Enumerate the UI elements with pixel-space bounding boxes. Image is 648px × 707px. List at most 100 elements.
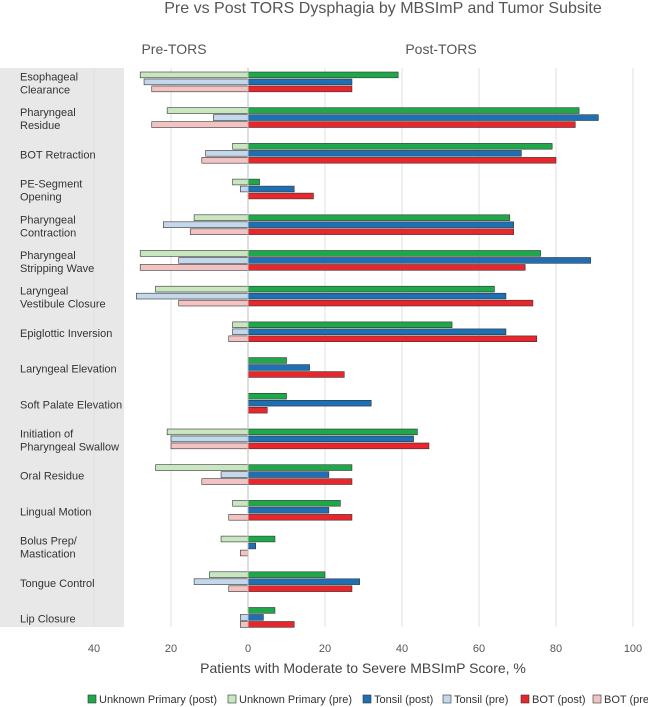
bar <box>247 143 553 150</box>
bars <box>136 71 599 628</box>
category-label: Initiation of <box>20 429 74 441</box>
bar <box>247 228 514 235</box>
category-label: Esophageal <box>20 72 78 84</box>
category-label: Soft Palate Elevation <box>20 399 122 411</box>
bar <box>240 621 249 628</box>
bar <box>247 357 287 364</box>
legend-swatch <box>442 694 452 704</box>
category-label: Bolus Prep/ <box>20 536 78 548</box>
bar <box>247 85 353 93</box>
bar <box>247 406 268 414</box>
bar <box>136 292 249 300</box>
bar <box>247 78 353 86</box>
category-label: Lingual Motion <box>20 506 92 518</box>
bar <box>170 435 249 443</box>
x-tick-label: 100 <box>624 643 642 655</box>
bar <box>178 299 249 307</box>
bar <box>247 607 276 614</box>
bar <box>228 335 249 342</box>
category-label: Oral Residue <box>20 471 84 483</box>
bar <box>232 143 249 150</box>
bar <box>247 321 453 328</box>
legend-label: Tonsil (pre) <box>454 694 508 706</box>
legend-label: BOT (pre) <box>604 694 648 706</box>
bar <box>247 292 507 300</box>
bar <box>232 178 249 186</box>
bar <box>247 250 541 257</box>
bar <box>247 535 276 543</box>
bar <box>220 471 249 478</box>
category-label: Laryngeal <box>20 286 68 298</box>
chart-title: Pre vs Post TORS Dysphagia by MBSImP and… <box>164 0 602 17</box>
bar <box>193 214 249 221</box>
bar <box>247 257 591 264</box>
bar <box>220 535 249 543</box>
category-labels: EsophagealClearancePharyngealResidueBOT … <box>20 72 122 626</box>
bar <box>247 614 264 621</box>
bar <box>155 464 249 471</box>
bar <box>178 257 249 264</box>
bar <box>155 285 249 293</box>
bar <box>247 464 353 471</box>
category-label: Epiglottic Inversion <box>20 328 112 340</box>
bar <box>209 571 249 578</box>
category-label: Mastication <box>20 549 76 561</box>
post-tors-header: Post-TORS <box>405 41 476 57</box>
bar <box>247 335 538 342</box>
category-label: Stripping Wave <box>20 263 94 275</box>
bar <box>247 500 341 507</box>
bar <box>163 221 249 228</box>
pre-tors-header: Pre-TORS <box>141 41 206 57</box>
bar <box>247 221 514 228</box>
bar <box>151 121 249 128</box>
x-tick-label: 20 <box>165 643 177 655</box>
bar <box>247 371 345 378</box>
legend-label: Tonsil (post) <box>374 694 433 706</box>
category-label: Tongue Control <box>20 578 95 590</box>
bar <box>232 328 249 335</box>
category-label: Residue <box>20 120 60 132</box>
legend-swatch <box>520 694 530 704</box>
category-label: Laryngeal Elevation <box>20 364 117 376</box>
bar <box>247 285 495 293</box>
bar <box>247 478 353 485</box>
bar <box>247 157 557 164</box>
bar <box>247 150 522 157</box>
bar <box>247 71 399 79</box>
bar <box>247 392 287 400</box>
category-label: Pharyngeal <box>20 214 76 226</box>
bar <box>151 85 249 93</box>
bar <box>247 328 507 335</box>
bar <box>247 214 511 221</box>
bar <box>247 507 330 514</box>
bar <box>247 178 260 186</box>
bar <box>247 442 430 450</box>
bar <box>240 185 249 193</box>
x-tick-label: 80 <box>550 643 562 655</box>
legend-swatch <box>362 694 372 704</box>
legend-swatch <box>227 694 237 704</box>
bar <box>139 264 249 271</box>
x-tick-label: 40 <box>396 643 408 655</box>
legend-swatch <box>87 694 97 704</box>
category-label: Pharyngeal <box>20 250 76 262</box>
bar <box>201 157 249 164</box>
bar <box>201 478 249 485</box>
bar <box>247 364 310 371</box>
bar <box>228 585 249 592</box>
x-axis-label: Patients with Moderate to Severe MBSImP … <box>200 660 526 676</box>
bar <box>247 578 360 585</box>
category-label: Vestibule Closure <box>20 299 106 311</box>
bar <box>240 549 249 557</box>
bar <box>247 185 295 193</box>
bar <box>228 514 249 521</box>
bar <box>205 150 249 157</box>
bar <box>247 428 418 436</box>
bar <box>143 78 249 86</box>
legend: Unknown Primary (post) Unknown Primary (p… <box>87 694 648 706</box>
bar <box>166 107 249 114</box>
x-tick-label: 40 <box>88 643 100 655</box>
x-tick-labels: 40 20 0 20 40 60 80 100 <box>88 643 642 655</box>
category-label: Clearance <box>20 85 70 97</box>
